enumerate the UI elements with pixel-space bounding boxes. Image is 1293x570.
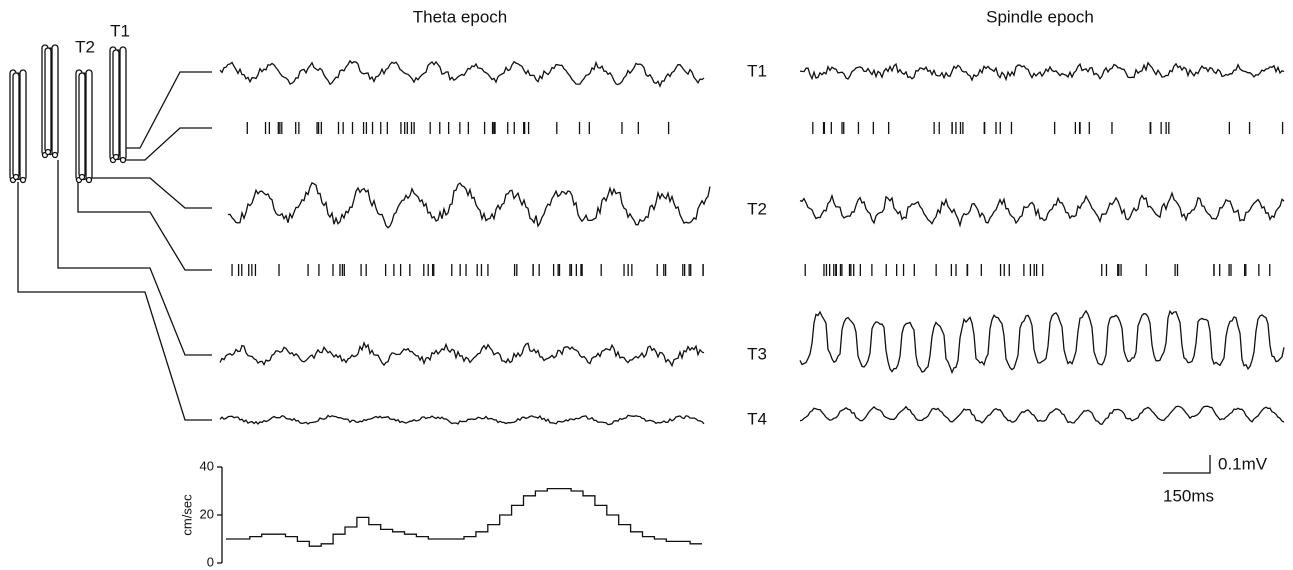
scale-bar: 0.1mV 150ms <box>1163 454 1268 505</box>
wire <box>124 128 212 160</box>
probe-label: T1 <box>110 21 130 40</box>
y-tick-label: 20 <box>200 506 214 521</box>
trace-label: T3 <box>747 344 767 363</box>
lfp-trace <box>220 343 704 366</box>
lfp-trace <box>228 183 710 228</box>
trace-label: T2 <box>747 199 767 218</box>
tetrode-wire <box>113 50 119 157</box>
lfp-trace <box>800 193 1284 225</box>
trace-label: T1 <box>747 61 767 80</box>
y-tick-label: 40 <box>200 458 214 473</box>
trace-label: T4 <box>747 409 767 428</box>
tetrode-wire <box>120 47 126 160</box>
tetrode-wire <box>79 73 85 177</box>
tetrode-wire <box>52 45 58 155</box>
tetrode-tip <box>114 155 119 160</box>
speed-line <box>226 489 702 547</box>
lfp-trace <box>220 415 704 424</box>
wire <box>118 72 212 148</box>
wire <box>18 182 212 420</box>
tetrode-tip <box>53 153 58 158</box>
scale-bar-lines <box>1163 455 1210 473</box>
probe-label: T2 <box>75 37 95 56</box>
lfp-trace <box>800 311 1284 373</box>
tetrode-tip <box>87 178 92 183</box>
wire <box>78 182 212 270</box>
wire <box>90 178 212 208</box>
scale-time: 150ms <box>1163 486 1214 505</box>
tetrode-tip <box>80 175 85 180</box>
tetrode-tip <box>14 175 19 180</box>
scale-voltage: 0.1mV <box>1218 454 1268 473</box>
lfp-trace <box>800 406 1284 424</box>
panel-title: Theta epoch <box>413 7 508 26</box>
traces <box>220 61 1284 425</box>
tetrode-tip <box>46 150 51 155</box>
probes <box>10 45 126 183</box>
panel-title: Spindle epoch <box>986 7 1094 26</box>
tetrode-wire <box>20 70 26 180</box>
tetrode-tip <box>121 158 126 163</box>
y-tick-label: 0 <box>207 554 214 569</box>
lfp-trace <box>220 61 704 86</box>
tetrode-wire <box>45 48 51 152</box>
tetrode-tip <box>21 178 26 183</box>
y-axis-label: cm/sec <box>179 494 194 536</box>
wire <box>58 160 212 355</box>
lfp-trace <box>800 63 1284 80</box>
figure: Theta epoch Spindle epoch T1 T2 T1 T2 T3… <box>0 0 1293 570</box>
tetrode-wire <box>13 73 19 177</box>
tetrode-wire <box>86 70 92 180</box>
